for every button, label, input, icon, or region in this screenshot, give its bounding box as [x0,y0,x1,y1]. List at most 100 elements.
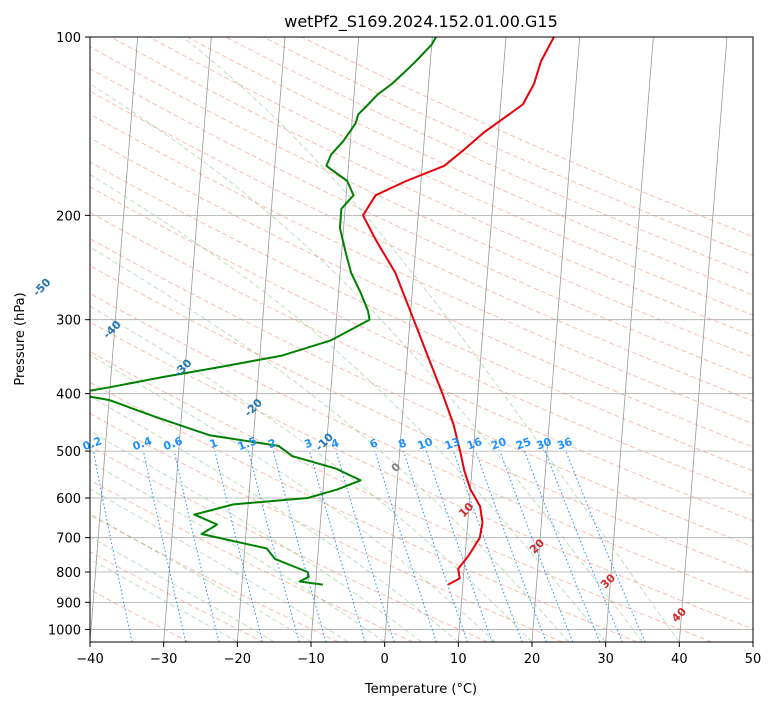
dry-adiabat-line [110,37,753,337]
dry-adiabat-line [90,238,753,548]
isotherm-line [678,37,728,642]
mixing-ratio-label: 6 [368,436,380,451]
x-tick-label: −20 [224,652,251,667]
dry-adiabat-line [90,292,753,602]
isotherm-label: 40 [669,605,689,625]
moist-adiabat-line [90,246,570,642]
x-axis: −40 −30 −20 −10 0 10 20 30 40 50 [76,642,761,667]
mixing-ratio-label: 10 [416,435,435,453]
dry-adiabat-line [90,479,414,642]
mixing-ratio-line [92,451,133,642]
plot-frame [89,36,754,643]
y-tick-label: 400 [56,388,81,403]
dry-adiabat-line [90,321,753,630]
isotherm-label: 30 [598,571,618,591]
y-axis: 100 200 300 400 500 600 700 800 900 1000 [48,31,90,638]
moist-adiabat-line [90,305,533,642]
grid-lines [90,37,753,642]
mixing-ratio-line [544,450,623,642]
isotherm-label: 20 [527,536,547,556]
isotherm-label: 0 [389,460,404,475]
x-tick-label: 50 [745,652,762,667]
mixing-ratio-line [309,450,366,642]
moist-adiabat-line [90,83,643,642]
y-tick-label: 200 [56,209,81,224]
mixing-ratio-line [565,450,646,642]
dry-adiabat-line [90,588,190,642]
dry-adiabat-line [90,90,753,402]
y-tick-label: 1000 [48,623,81,638]
mixing-ratio-line [214,450,264,642]
x-tick-label: 10 [450,652,467,667]
dry-adiabat-line [90,113,753,425]
mixing-ratio-label: 16 [465,435,484,453]
moist-adiabat-line [90,558,238,642]
y-tick-label: 600 [56,492,81,507]
mixing-ratio-label: 4 [329,436,341,451]
mixing-ratio-label: 13 [443,435,462,452]
isotherm-line [605,37,654,642]
mixing-ratio-line [403,450,468,642]
dry-adiabat-line [90,68,753,380]
x-tick-label: 40 [671,652,688,667]
dewpoint-profile-line [90,37,437,586]
mixing-ratio-line [335,450,395,642]
dry-adiabat-line [90,137,753,448]
mixing-ratio-label: 0.6 [162,434,185,453]
mixing-ratio-label: 2 [266,436,278,451]
isotherm-line [236,37,286,642]
isotherm-line [163,37,212,642]
dry-adiabat-line [90,161,753,472]
isotherm-label: -40 [101,318,124,341]
dry-adiabat-line [90,186,753,497]
mixing-ratio-label: 0.4 [131,434,154,453]
dry-adiabat-line [90,265,753,574]
y-tick-label: 700 [56,532,81,547]
isotherm-label: -50 [30,275,53,298]
y-tick-label: 100 [56,31,81,46]
mixing-ratio-label: 1 [208,436,220,451]
mixing-ratio-label: 3 [303,436,315,451]
profiles [90,37,555,586]
isotherm-line [310,37,360,642]
moist-adiabat-line [90,461,385,642]
mixing-ratio-line [248,450,300,642]
mixing-ratio-line [142,450,187,642]
y-tick-label: 900 [56,596,81,611]
dry-adiabat-line [90,514,339,642]
y-axis-label: Pressure (hPa) [13,292,28,385]
isotherm-line [531,37,581,642]
x-tick-label: 0 [381,652,389,667]
mixing-ratio-line [374,450,437,642]
mixing-ratio-label: 20 [489,435,508,453]
isotherm-line [457,37,507,642]
dry-adiabat-line [90,351,712,642]
dry-adiabat-line [90,381,638,642]
moist-adiabat-line [90,173,607,642]
dry-adiabat-line [225,37,753,276]
moist-adiabat-line [90,430,422,642]
mixing-ratio-label: 1.5 [236,434,259,453]
thermo-background [90,37,753,642]
mixing-ratio-label: 25 [514,435,533,452]
mixing-ratio-lines [92,450,646,642]
chart-title: wetPf2_S169.2024.152.01.00.G15 [284,12,558,32]
mixing-ratio-label: 30 [535,435,554,453]
moist-adiabat-line [90,488,349,642]
mixing-ratio-line [425,450,493,642]
x-tick-label: −40 [76,652,103,667]
mixing-ratio-line [499,450,574,642]
y-tick-label: 300 [56,314,81,329]
x-tick-label: 20 [524,652,541,667]
mixing-ratio-label: 8 [397,436,409,451]
mixing-ratio-line [524,450,601,642]
mixing-ratio-line [173,450,220,642]
dry-adiabat-line [90,413,563,642]
x-axis-label: Temperature (°C) [364,682,477,697]
y-tick-label: 800 [56,566,81,581]
moist-adiabat-line [90,536,275,642]
mixing-ratio-line [475,450,547,642]
x-tick-label: 30 [597,652,614,667]
mixing-ratio-label: 36 [555,435,574,453]
